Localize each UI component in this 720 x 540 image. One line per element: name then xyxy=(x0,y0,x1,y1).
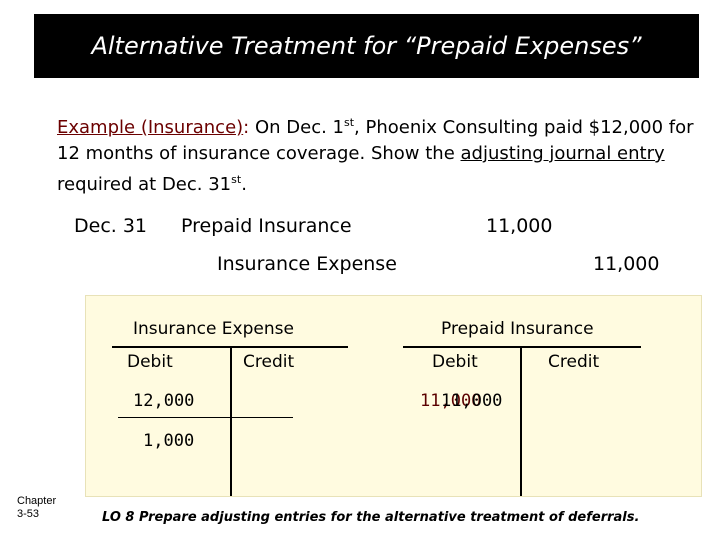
t-account-2-top-line xyxy=(403,346,641,348)
t-account-1-credit-label: Credit xyxy=(243,352,295,372)
example-sup-2: st xyxy=(231,173,242,186)
t-account-1-center-line xyxy=(230,346,232,496)
t-account-1-balance: 1,000 xyxy=(143,431,195,451)
example-label: Example (Insurance) xyxy=(57,117,244,138)
chapter-word: Chapter xyxy=(17,495,57,507)
example-colon: : xyxy=(243,117,250,138)
example-text-1: On Dec. 1 xyxy=(249,117,344,138)
example-text-3: required at Dec. 31 xyxy=(57,174,232,195)
t-account-1-debit-entry: 12,000 xyxy=(133,391,195,411)
example-paragraph: Example (Insurance): On Dec. 1st, Phoeni… xyxy=(57,110,697,198)
t-account-2-center-line xyxy=(520,346,522,496)
chapter-page: 3-53 xyxy=(17,508,40,520)
t-account-2-title: Prepaid Insurance xyxy=(441,319,594,339)
example-text-4: . xyxy=(241,174,247,195)
t-account-2-debit-label: Debit xyxy=(432,352,478,372)
journal-debit-account: Prepaid Insurance xyxy=(181,215,352,237)
t-account-1-debit-label: Debit xyxy=(127,352,173,372)
slide-title: Alternative Treatment for “Prepaid Expen… xyxy=(34,14,699,78)
t-account-1-title: Insurance Expense xyxy=(133,319,294,339)
t-account-1-total-line xyxy=(118,417,293,418)
journal-date: Dec. 31 xyxy=(74,215,148,237)
journal-credit-account: Insurance Expense xyxy=(217,253,397,275)
journal-debit-amount: 11,000 xyxy=(486,215,553,237)
example-text-2: , Phoenix Consulting paid $12,000 for 12… xyxy=(57,117,694,164)
t-account-panel xyxy=(85,295,702,497)
example-sup-1: st xyxy=(344,116,355,129)
t-account-2-debit-entry-a: 11,000 xyxy=(420,391,482,411)
journal-credit-amount: 11,000 xyxy=(593,253,660,275)
chapter-label: Chapter 3-53 xyxy=(17,495,56,521)
example-emphasis: adjusting journal entry xyxy=(460,143,665,164)
slide-title-text: Alternative Treatment for “Prepaid Expen… xyxy=(91,32,642,60)
t-account-2-debit-entry-b: 11,000 xyxy=(441,391,503,411)
learning-objective: LO 8 Prepare adjusting entries for the a… xyxy=(102,510,640,525)
t-account-2-credit-label: Credit xyxy=(548,352,600,372)
